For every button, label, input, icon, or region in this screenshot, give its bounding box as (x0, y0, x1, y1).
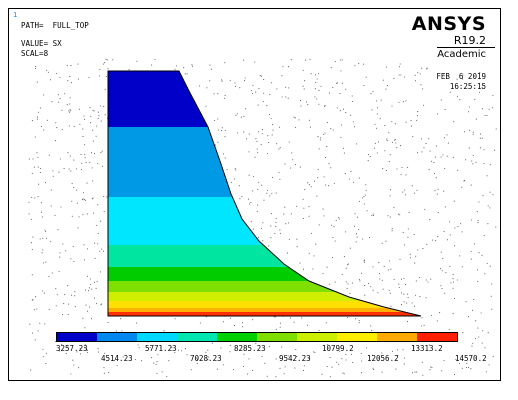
legend-label: 4514.23 (101, 354, 133, 363)
legend-label: 3257.23 (56, 344, 88, 353)
legend-color-segment (377, 333, 417, 341)
graphics-window[interactable]: 1 PATH= FULL_TOP VALUE= SX SCAL=8 ANSYS … (8, 8, 501, 381)
edition-label: Academic (437, 49, 486, 60)
logo-divider (437, 47, 495, 48)
contour-band (108, 301, 421, 309)
legend-label: 9542.23 (279, 354, 311, 363)
contour-band (108, 281, 421, 293)
legend-color-segment (337, 333, 377, 341)
legend-color-segment (57, 333, 97, 341)
legend-color-segment (217, 333, 257, 341)
ansys-logo: ANSYS (411, 13, 486, 35)
release-label: R19.2 (453, 34, 486, 47)
legend-color-segment (177, 333, 217, 341)
legend-label: 8285.23 (234, 344, 266, 353)
legend-label: 12056.2 (367, 354, 399, 363)
value-label: VALUE= SX (21, 39, 62, 48)
contour-band (108, 127, 421, 198)
date-stamp: FEB 6 2019 (436, 72, 486, 81)
legend-color-segment (257, 333, 297, 341)
legend-label: 7028.23 (190, 354, 222, 363)
scale-label: SCAL=8 (21, 49, 49, 58)
legend-label: 5771.23 (145, 344, 177, 353)
legend-label: 10799.2 (322, 344, 354, 353)
legend-label: 13313.2 (411, 344, 443, 353)
contour-bands (108, 71, 421, 316)
contour-band (108, 267, 421, 282)
legend-color-segment (297, 333, 337, 341)
legend-label: 14570.2 (455, 354, 487, 363)
contour-band (108, 197, 421, 246)
contour-legend-bar (56, 332, 458, 342)
contour-band (108, 71, 421, 128)
window-number: 1 (13, 11, 18, 19)
legend-color-segment (97, 333, 137, 341)
contour-band (108, 245, 421, 268)
mesh-dots (28, 58, 497, 378)
path-label: PATH= FULL_TOP (21, 21, 89, 30)
path-plot (28, 58, 497, 378)
contour-band (108, 292, 421, 302)
contour-outline (107, 70, 422, 317)
legend-color-segment (137, 333, 177, 341)
contour-band (108, 308, 421, 313)
contour-band (108, 312, 421, 316)
legend-color-segment (417, 333, 457, 341)
time-stamp: 16:25:15 (449, 82, 486, 91)
